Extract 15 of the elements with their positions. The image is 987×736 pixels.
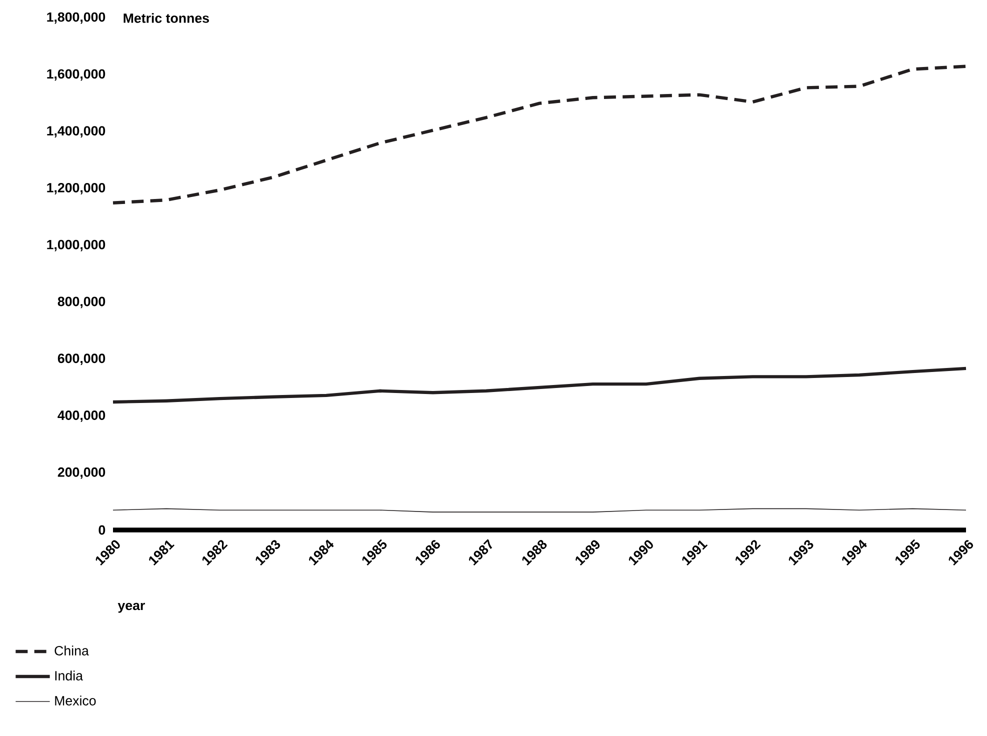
y-tick-label: 0 — [98, 525, 106, 535]
x-axis-title: year — [118, 602, 145, 613]
y-tick-label: 1,200,000 — [47, 182, 106, 194]
y-tick-label: 1,000,000 — [47, 240, 106, 252]
legend-label: India — [55, 670, 83, 680]
y-tick-label: 1,600,000 — [47, 69, 106, 81]
y-tick-label: 400,000 — [58, 410, 106, 422]
y-tick-label: 1,800,000 — [47, 12, 106, 24]
y-tick-label: 200,000 — [58, 467, 106, 479]
y-tick-label: 1,400,000 — [47, 126, 106, 138]
legend-label: Mexico — [55, 696, 96, 706]
y-tick-label: 600,000 — [58, 354, 106, 366]
legend-label: China — [54, 646, 89, 656]
y-tick-label: 800,000 — [58, 296, 106, 308]
y-axis-title: Metric tonnes — [124, 13, 209, 23]
